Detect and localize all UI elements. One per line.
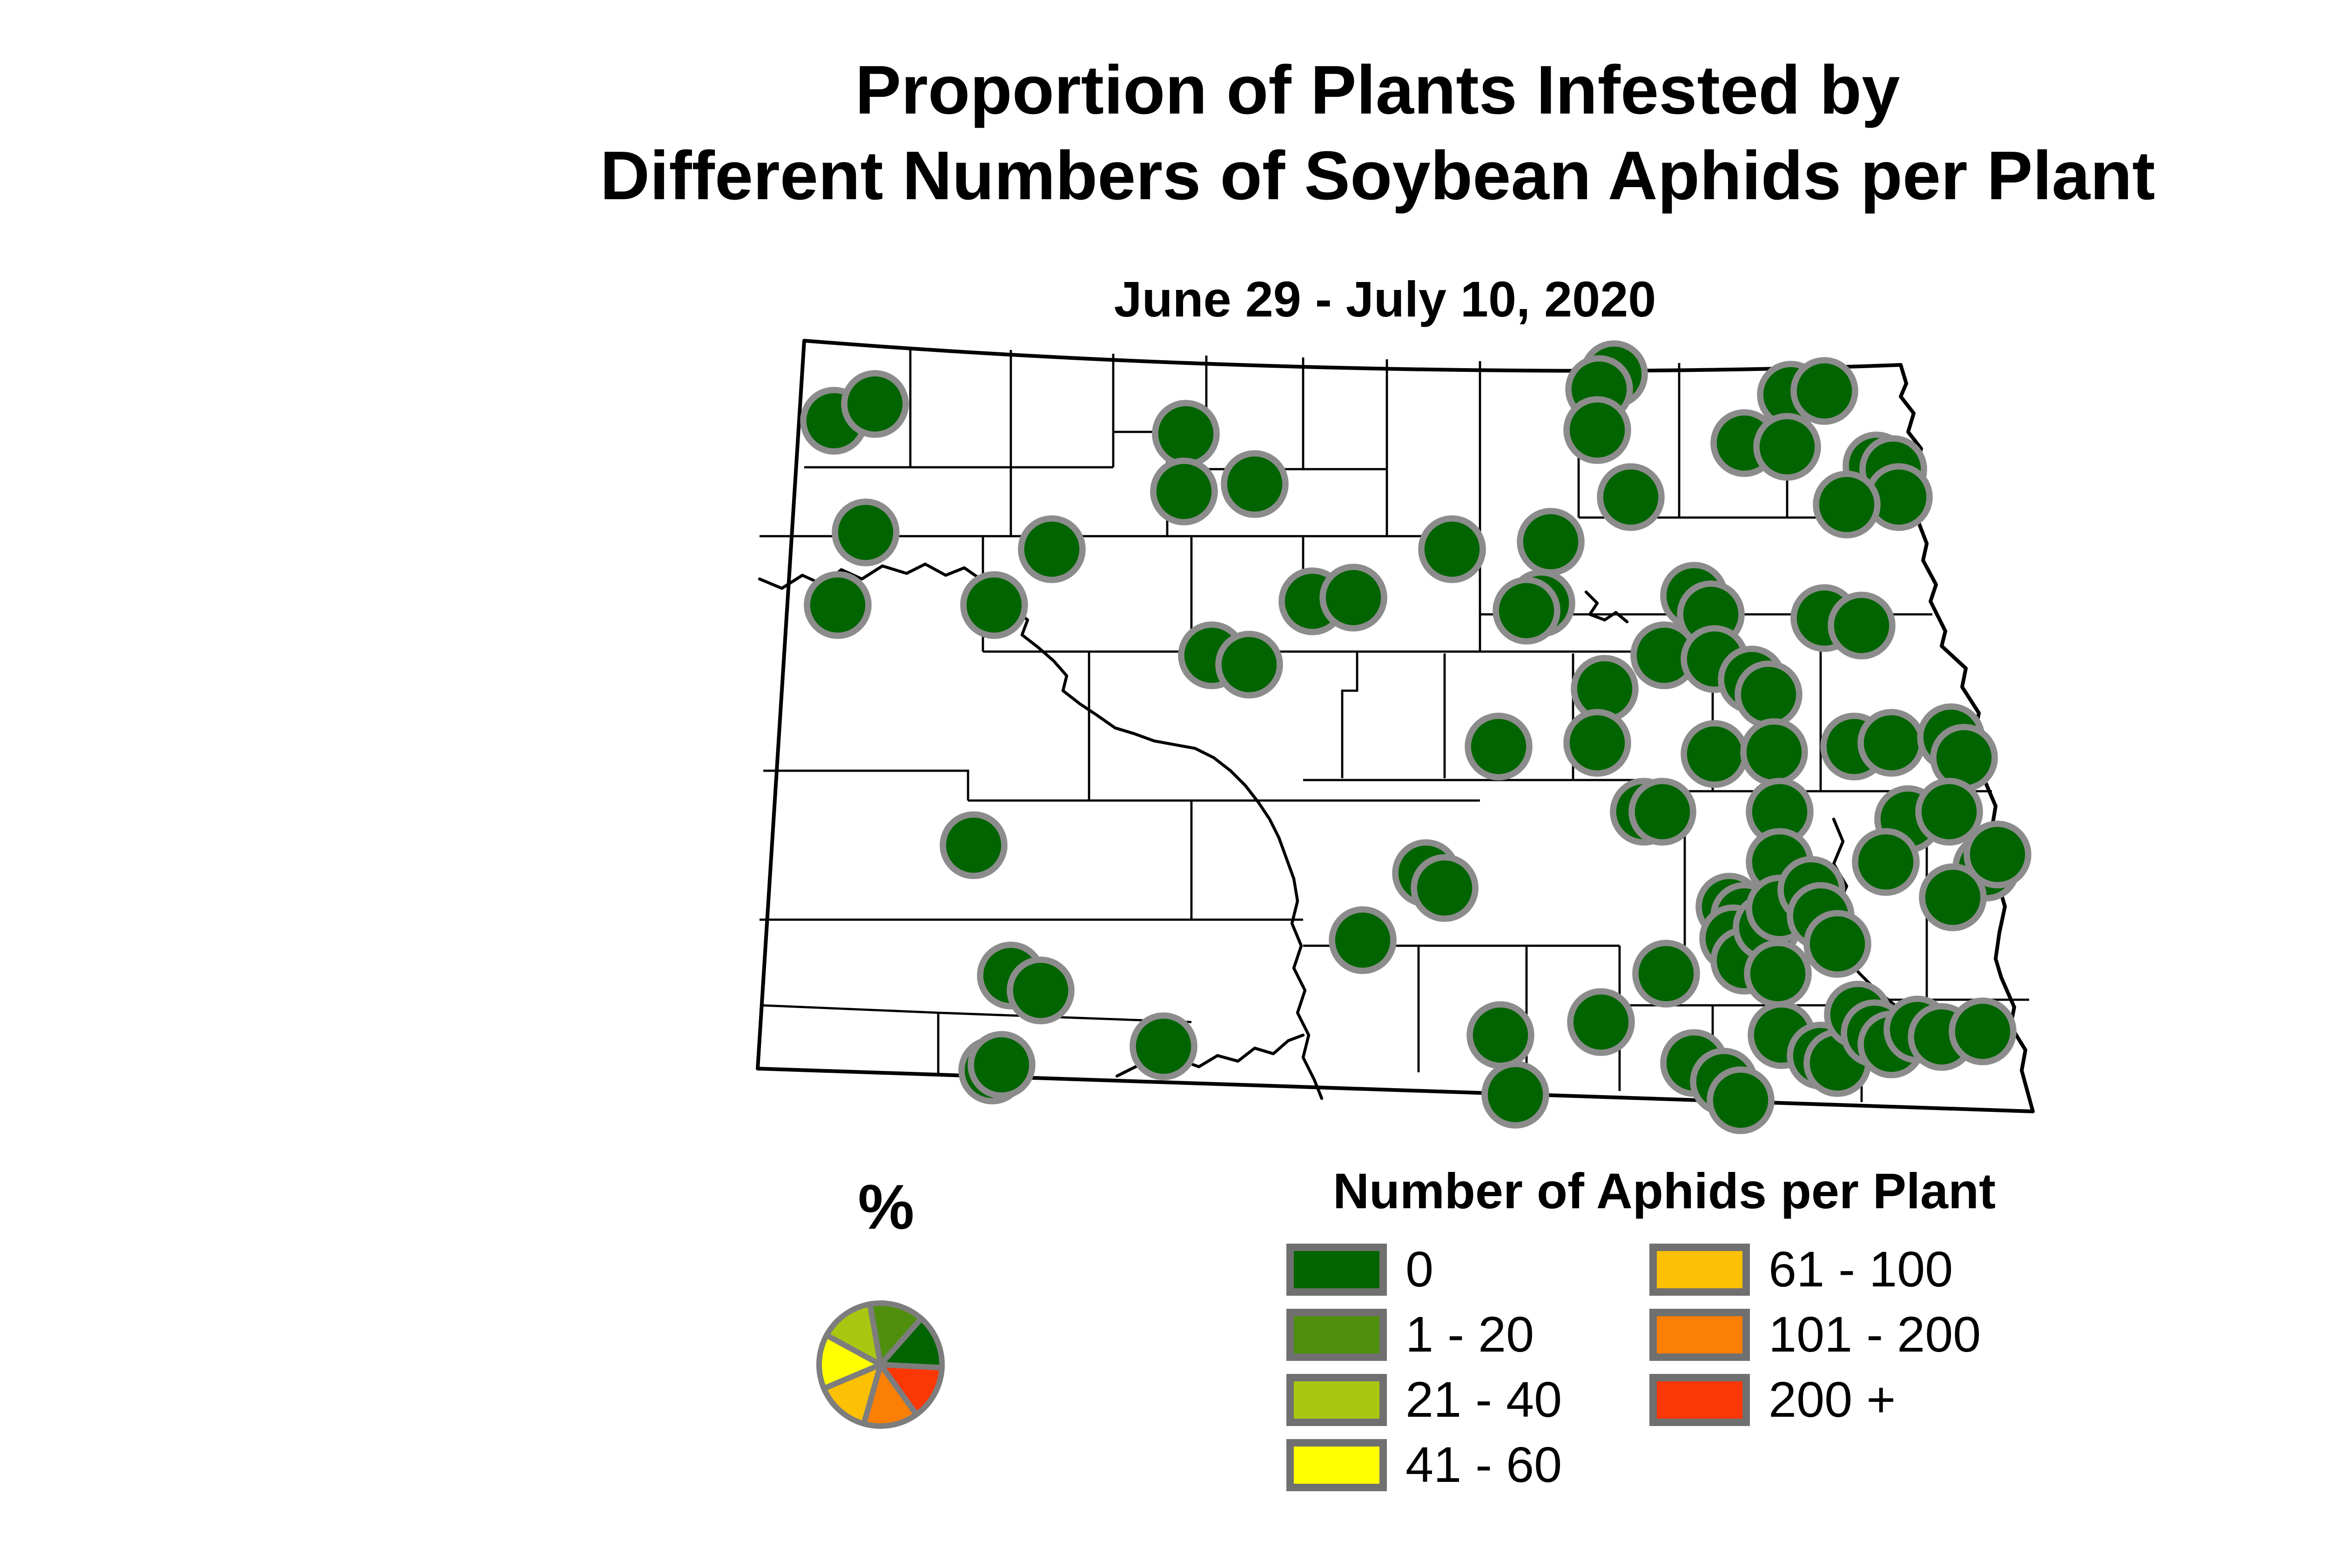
date-range-subtitle: June 29 - July 10, 2020 [1114, 272, 1656, 328]
site-pie-dot [1744, 940, 1812, 1008]
site-pie-dot [1915, 778, 1983, 846]
site-pie-dot [1790, 357, 1858, 425]
title-line-2: Different Numbers of Soybean Aphids per … [600, 138, 2155, 215]
legend-swatch [1649, 1309, 1750, 1361]
legend-label: 61 - 100 [1769, 1241, 1953, 1297]
example-pie-slice [874, 1314, 945, 1371]
legend-item: 21 - 40 [1286, 1371, 1562, 1427]
legend-swatch [1649, 1244, 1750, 1296]
legend-swatch [1286, 1374, 1387, 1426]
example-pie-slice [874, 1361, 945, 1419]
example-pie-chart [816, 1300, 945, 1429]
legend-title: Number of Aphids per Plant [1332, 1164, 1996, 1219]
site-pie-dot [1150, 458, 1218, 525]
legend-item: 101 - 200 [1649, 1306, 1981, 1362]
legend-column-left: 0 1 - 20 21 - 40 41 - 60 [1286, 1241, 1562, 1492]
site-pie-dot [1221, 450, 1289, 518]
state-outline-north-dakota [756, 339, 2035, 1113]
site-pie-dot [1465, 713, 1533, 781]
site-pie-dot [1707, 1066, 1775, 1134]
legend-item: 61 - 100 [1649, 1241, 1981, 1297]
site-pie-dot [940, 811, 1008, 879]
legend-item: 0 [1286, 1241, 1562, 1297]
legend-swatch [1286, 1439, 1387, 1491]
site-pie-dot [1919, 863, 1987, 931]
legend-swatch [1649, 1374, 1750, 1426]
site-pie-dot [832, 498, 900, 566]
legend-item: 200 + [1649, 1371, 1981, 1427]
legend-label: 101 - 200 [1769, 1306, 1981, 1362]
site-pie-dot [1481, 1061, 1549, 1129]
example-pie-slice [867, 1300, 925, 1371]
site-pie-dot [1018, 515, 1086, 583]
site-pie-dot [1735, 660, 1802, 728]
legend-label: 41 - 60 [1406, 1436, 1562, 1492]
site-pie-dot [1681, 720, 1749, 788]
site-pie-dot [1740, 718, 1808, 786]
site-pie-dot [1828, 592, 1896, 660]
legend-item: 1 - 20 [1286, 1306, 1562, 1362]
example-pie-slice [816, 1331, 887, 1393]
legend-label: 1 - 20 [1406, 1306, 1534, 1362]
example-pie-slice [820, 1359, 885, 1427]
site-pie-dot [1597, 463, 1665, 531]
site-pie-dot [1517, 508, 1585, 576]
legend-swatch [1286, 1244, 1387, 1296]
site-pie-dot [1563, 396, 1631, 464]
site-pie-dot [1628, 778, 1696, 846]
site-pie-dot [1466, 1001, 1534, 1069]
missouri-river [758, 562, 1324, 1100]
survey-site-dots [800, 340, 2031, 1134]
site-pie-dot [1152, 400, 1220, 468]
site-pie-dot [1007, 956, 1075, 1024]
site-pie-dot [1418, 515, 1486, 583]
site-pie-dot [841, 370, 909, 438]
legend-item: 41 - 60 [1286, 1436, 1562, 1492]
site-pie-dot [804, 571, 872, 639]
percent-label: % [858, 1173, 915, 1244]
site-pie-dot [1852, 828, 1920, 896]
site-pie-dot [1632, 940, 1700, 1008]
site-pie-dot [1411, 854, 1479, 922]
legend-label: 21 - 40 [1406, 1371, 1562, 1427]
upper-sheyenne-river [1584, 590, 1629, 624]
site-pie-dot [1753, 413, 1821, 481]
site-pie-dot [1567, 988, 1635, 1056]
legend-swatch [1286, 1309, 1387, 1361]
legend-label: 200 + [1769, 1371, 1896, 1427]
title-line-1: Proportion of Plants Infested by [855, 52, 1900, 128]
site-pie-dot [968, 1031, 1036, 1099]
site-pie-dot [1857, 709, 1925, 777]
example-pie-slice [822, 1301, 885, 1370]
legend-column-right: 61 - 100 101 - 200 200 + [1649, 1241, 1981, 1427]
site-pie-dot [1319, 564, 1387, 632]
site-pie-dot [1130, 1012, 1197, 1080]
legend-label: 0 [1406, 1241, 1434, 1297]
site-pie-dot [1215, 631, 1283, 699]
page-title: Proportion of Plants Infested by Differe… [261, 48, 2327, 221]
site-pie-dot [1813, 471, 1881, 538]
site-pie-dot [1949, 997, 2017, 1065]
site-pie-dot [1964, 821, 2031, 888]
site-pie-dot [1803, 910, 1871, 978]
site-pie-dot [960, 571, 1028, 639]
site-pie-dot [1493, 577, 1560, 645]
site-pie-dot [1563, 709, 1631, 777]
site-pie-dot [1329, 906, 1397, 974]
